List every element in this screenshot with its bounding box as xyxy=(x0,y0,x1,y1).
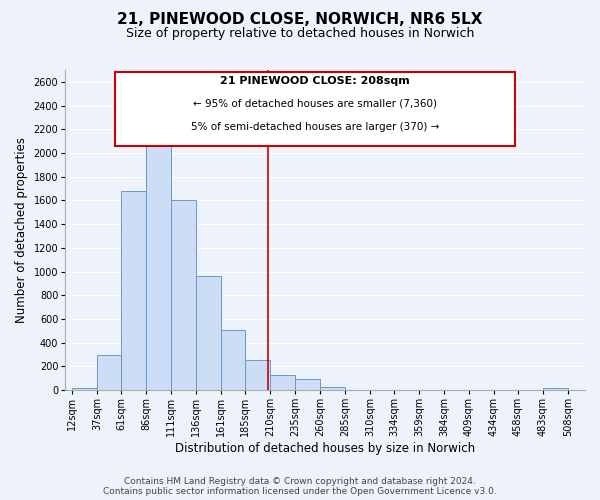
Bar xyxy=(171,200,196,390)
Y-axis label: Number of detached properties: Number of detached properties xyxy=(15,137,28,323)
Text: Contains HM Land Registry data © Crown copyright and database right 2024.: Contains HM Land Registry data © Crown c… xyxy=(124,477,476,486)
Bar xyxy=(121,191,146,390)
Text: Contains public sector information licensed under the Open Government Licence v3: Contains public sector information licen… xyxy=(103,487,497,496)
Bar xyxy=(543,388,568,390)
Text: 5% of semi-detached houses are larger (370) →: 5% of semi-detached houses are larger (3… xyxy=(191,122,439,132)
Text: Size of property relative to detached houses in Norwich: Size of property relative to detached ho… xyxy=(126,28,474,40)
Bar xyxy=(295,379,320,390)
FancyBboxPatch shape xyxy=(115,72,515,146)
Text: ← 95% of detached houses are smaller (7,360): ← 95% of detached houses are smaller (7,… xyxy=(193,98,437,108)
Bar xyxy=(221,330,245,390)
Bar xyxy=(72,388,97,390)
Bar xyxy=(270,374,295,390)
Bar xyxy=(196,276,221,390)
Text: 21 PINEWOOD CLOSE: 208sqm: 21 PINEWOOD CLOSE: 208sqm xyxy=(220,76,410,86)
Bar xyxy=(146,135,171,390)
Bar xyxy=(245,360,270,390)
X-axis label: Distribution of detached houses by size in Norwich: Distribution of detached houses by size … xyxy=(175,442,475,455)
Bar xyxy=(320,386,345,390)
Text: 21, PINEWOOD CLOSE, NORWICH, NR6 5LX: 21, PINEWOOD CLOSE, NORWICH, NR6 5LX xyxy=(117,12,483,28)
Bar xyxy=(97,355,121,390)
